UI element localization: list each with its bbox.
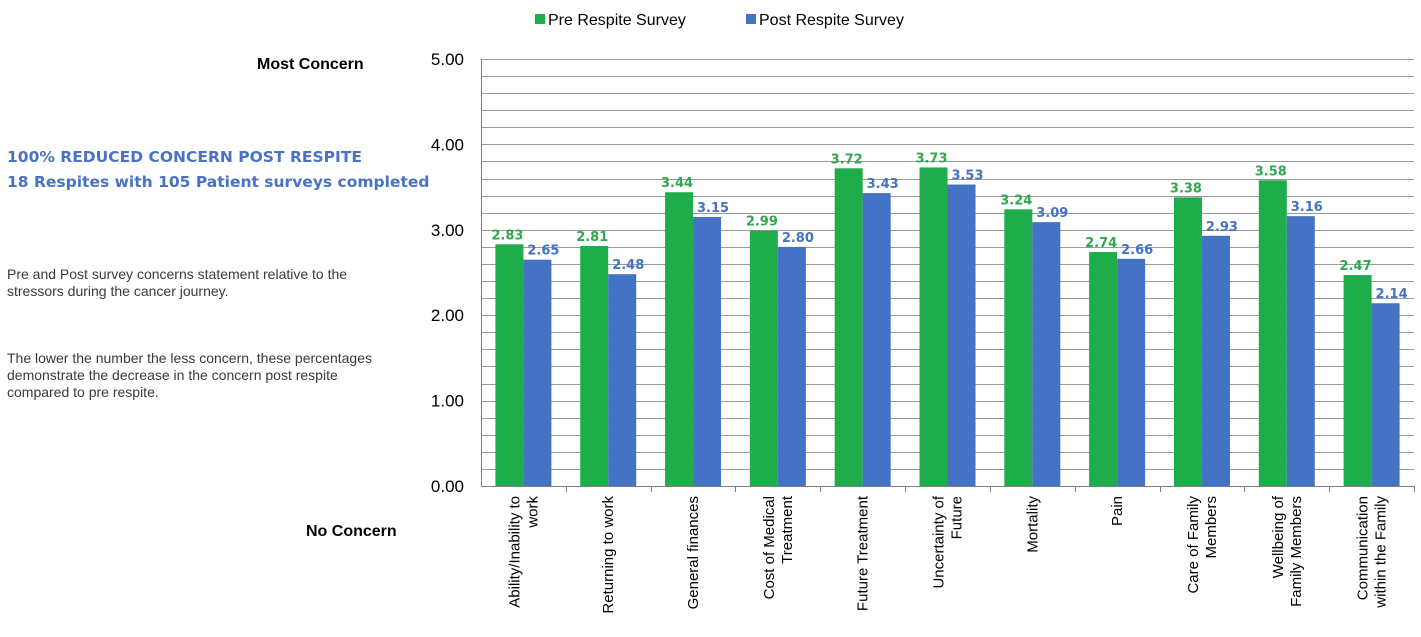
- post-value-label-1: 2.65: [527, 244, 559, 259]
- post-bar-9: [1201, 235, 1230, 486]
- y-tick-label: 1.00: [431, 392, 464, 411]
- post-value-label-3: 3.15: [697, 201, 729, 216]
- y-tick-label: 4.00: [431, 135, 464, 154]
- pre-value-label-1: 2.83: [491, 228, 523, 243]
- x-category-label-8: Pain: [1109, 496, 1126, 526]
- pre-bar-8: [1089, 252, 1118, 486]
- pre-value-label-4: 2.99: [746, 215, 778, 230]
- post-bar-10: [1286, 216, 1315, 487]
- post-bar-7: [1032, 222, 1061, 486]
- x-category-label-1: Ability/Inability towork: [506, 496, 541, 608]
- post-value-label-4: 2.80: [782, 231, 814, 246]
- x-category-label-11: Communicationwithin the Family: [1355, 496, 1390, 609]
- note-survey-description: Pre and Post survey concerns statement r…: [7, 266, 348, 299]
- x-category-label-10: Wellbeing ofFamily Members: [1270, 495, 1305, 607]
- pre-value-label-11: 2.47: [1340, 259, 1372, 274]
- pre-bar-2: [580, 246, 609, 486]
- y-tick-label: 0.00: [431, 477, 464, 496]
- pre-value-label-8: 2.74: [1085, 236, 1117, 251]
- most-concern-label: Most Concern: [257, 56, 364, 73]
- headline-reduced-concern: 100% REDUCED CONCERN POST RESPITE: [7, 148, 362, 166]
- post-value-label-5: 3.43: [867, 177, 899, 192]
- post-bar-5: [862, 193, 891, 486]
- legend-pre-label: Pre Respite Survey: [548, 12, 686, 29]
- x-category-label-3: General finances: [685, 496, 702, 609]
- x-category-label-4: Cost of MedicalTreatment: [761, 495, 796, 599]
- pre-bar-1: [495, 244, 524, 486]
- post-value-label-2: 2.48: [612, 258, 644, 273]
- no-concern-label: No Concern: [306, 523, 397, 540]
- pre-bar-7: [1004, 209, 1033, 486]
- pre-value-label-9: 3.38: [1170, 181, 1202, 196]
- pre-bar-5: [834, 168, 863, 486]
- x-category-label-9: Care of FamilyMembers: [1185, 496, 1220, 594]
- post-value-label-7: 3.09: [1036, 206, 1068, 221]
- pre-bar-6: [919, 167, 948, 486]
- post-value-label-10: 3.16: [1291, 200, 1323, 215]
- post-value-label-11: 2.14: [1376, 287, 1408, 302]
- post-bar-1: [523, 259, 552, 486]
- pre-bar-4: [749, 230, 778, 486]
- pre-value-label-6: 3.73: [915, 151, 947, 166]
- headline-respites-count: 18 Respites with 105 Patient surveys com…: [7, 173, 430, 191]
- post-bar-4: [777, 246, 806, 486]
- legend-pre-swatch: [535, 14, 545, 24]
- post-bar-2: [608, 274, 637, 486]
- pre-bar-10: [1258, 180, 1287, 486]
- x-category-label-6: Uncertainty ofFuture: [931, 495, 966, 588]
- legend-post-swatch: [746, 14, 756, 24]
- post-value-label-6: 3.53: [951, 169, 983, 184]
- legend-post-label: Post Respite Survey: [759, 12, 904, 29]
- post-bar-6: [947, 184, 976, 486]
- pre-value-label-7: 3.24: [1000, 193, 1032, 208]
- pre-bar-3: [665, 192, 694, 486]
- pre-value-label-3: 3.44: [661, 176, 693, 191]
- post-bar-8: [1117, 258, 1146, 486]
- y-tick-label: 5.00: [431, 50, 464, 69]
- note-interpretation: The lower the number the less concern, t…: [7, 350, 372, 400]
- post-bar-3: [693, 216, 722, 487]
- x-category-label-5: Future Treatment: [855, 495, 872, 611]
- pre-value-label-2: 2.81: [576, 230, 608, 245]
- post-value-label-9: 2.93: [1206, 220, 1238, 235]
- pre-bar-11: [1343, 275, 1372, 486]
- pre-value-label-10: 3.58: [1255, 164, 1287, 179]
- x-category-label-7: Mortality: [1024, 496, 1041, 553]
- y-tick-label: 3.00: [431, 221, 464, 240]
- pre-bar-9: [1173, 197, 1202, 486]
- y-tick-label: 2.00: [431, 306, 464, 325]
- post-bar-11: [1371, 303, 1400, 486]
- pre-value-label-5: 3.72: [831, 152, 863, 167]
- post-value-label-8: 2.66: [1121, 243, 1153, 258]
- x-category-label-2: Returning to work: [600, 496, 617, 614]
